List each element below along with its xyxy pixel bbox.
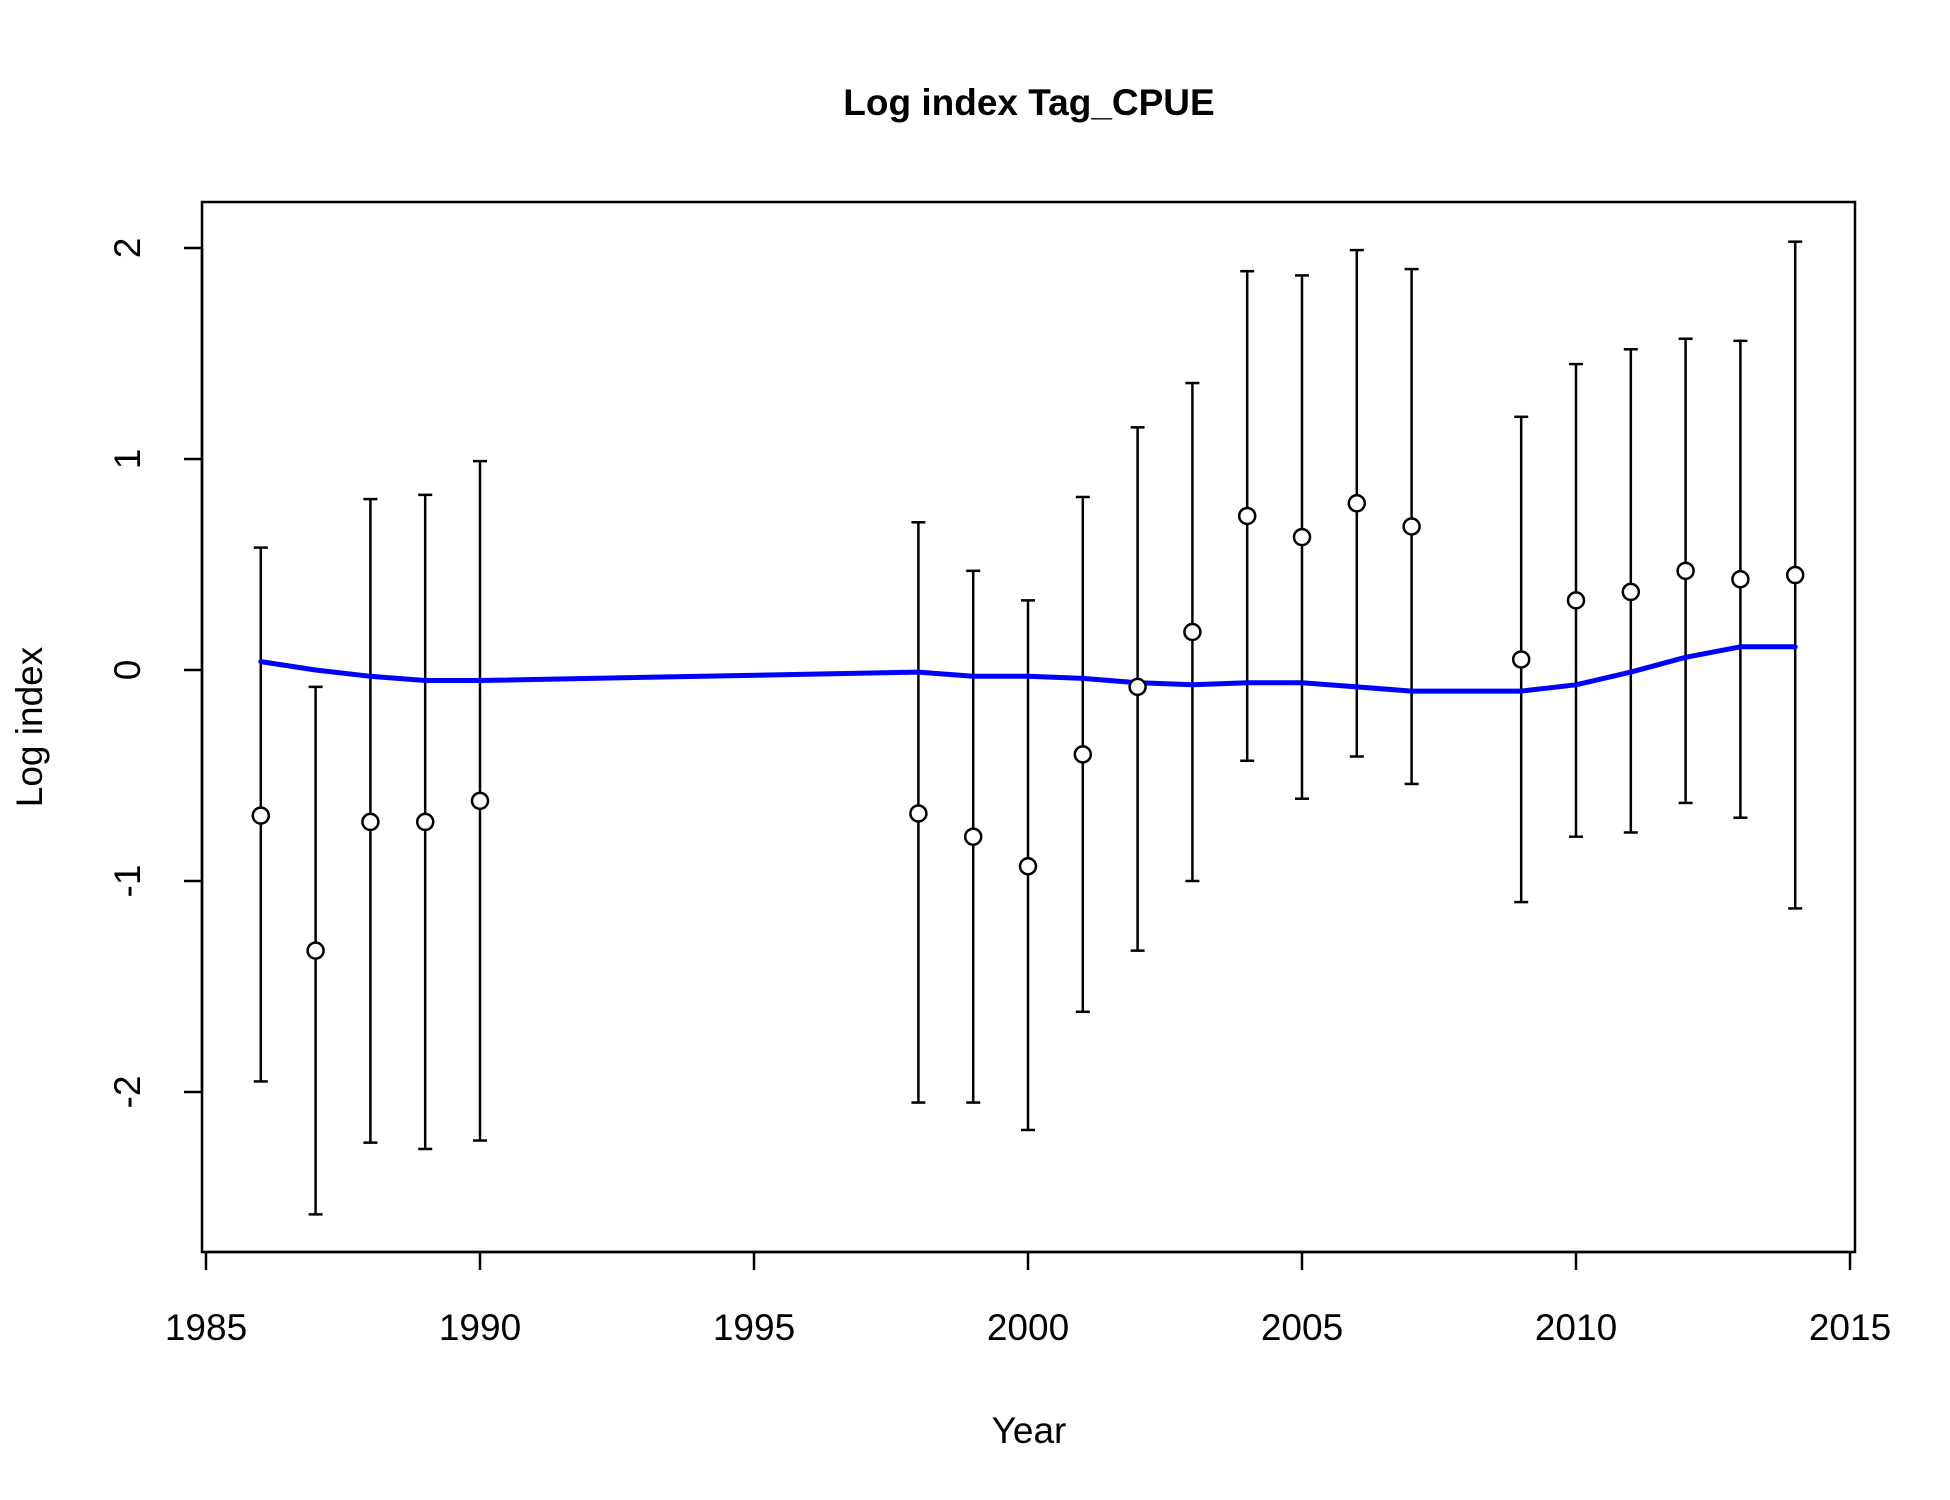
- expected-fit-line: [258, 644, 1798, 694]
- y-tick-label--2: -2: [107, 1076, 148, 1109]
- observed-point-2011: [1621, 582, 1641, 602]
- observed-point-2013: [1731, 570, 1750, 589]
- observed-point-1990: [470, 791, 490, 811]
- observed-point-2002: [1128, 677, 1147, 697]
- x-axis: 1985 1990 1995 2000 2005 2010 2015: [165, 1250, 1891, 1348]
- y-tick-label-2: 2: [107, 238, 148, 259]
- observed-point-2009: [1511, 650, 1531, 669]
- observed-point-1998: [909, 804, 928, 823]
- y-axis-label: Log index: [9, 646, 50, 807]
- x-tick-label-2005: 2005: [1261, 1307, 1343, 1348]
- y-axis: -2 -1 0 1 2: [107, 238, 204, 1109]
- x-axis-label: Year: [992, 1410, 1067, 1451]
- x-tick-label-1990: 1990: [439, 1307, 521, 1348]
- x-tick-label-1995: 1995: [713, 1307, 795, 1348]
- observed-point-1987: [306, 941, 325, 960]
- x-tick-label-2000: 2000: [987, 1307, 1069, 1348]
- y-tick-label-1: 1: [107, 449, 148, 470]
- observed-point-2007: [1402, 517, 1421, 536]
- x-tick-label-2010: 2010: [1535, 1307, 1617, 1348]
- x-tick-label-2015: 2015: [1809, 1307, 1891, 1348]
- observed-point-2005: [1292, 527, 1312, 547]
- observed-point-2006: [1347, 494, 1367, 513]
- observed-point-2010: [1566, 591, 1586, 610]
- observed-point-2000: [1018, 856, 1038, 876]
- observed-point-1989: [415, 812, 435, 832]
- observed-point-2012: [1676, 561, 1695, 581]
- observed-point-2004: [1237, 506, 1257, 526]
- chart-title: Log index Tag_CPUE: [843, 82, 1214, 123]
- observed-point-2001: [1073, 745, 1093, 764]
- observed-points: [251, 494, 1805, 960]
- observed-point-1988: [361, 812, 380, 832]
- observed-point-1986: [251, 806, 271, 825]
- observed-point-1999: [963, 827, 983, 846]
- x-tick-label-1985: 1985: [165, 1307, 247, 1348]
- y-tick-label--1: -1: [107, 865, 148, 898]
- y-tick-label-0: 0: [107, 660, 148, 681]
- observed-point-2003: [1183, 622, 1202, 642]
- observed-point-2014: [1785, 565, 1805, 585]
